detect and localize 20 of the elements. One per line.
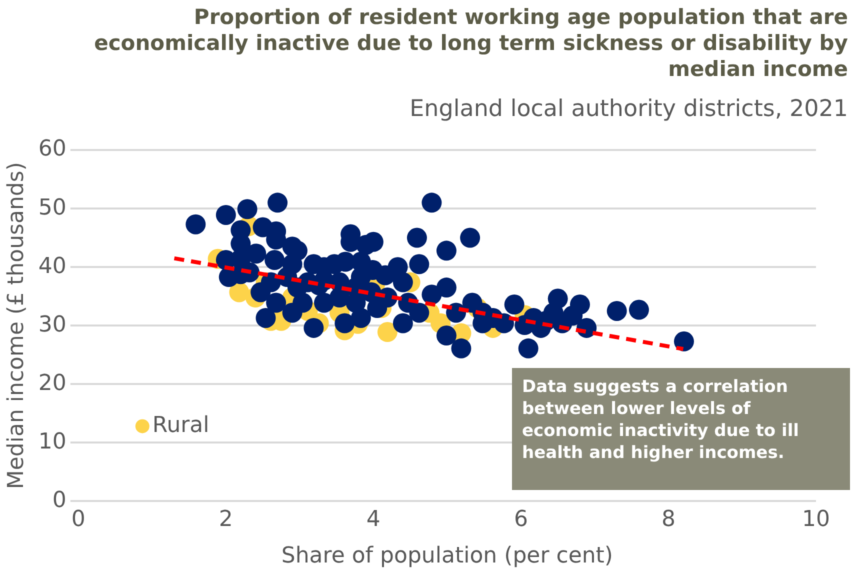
- x-tick-label: 10: [802, 507, 830, 532]
- y-tick-label: 0: [52, 488, 66, 513]
- x-axis-title: Share of population (per cent): [281, 544, 614, 569]
- note-box: Data suggests a correlation between lower levels of economic inactivity due to ill health and higher incomes.: [512, 368, 850, 490]
- x-tick-label: 6: [514, 507, 528, 532]
- y-tick-label: 40: [38, 254, 66, 279]
- y-tick-label: 50: [38, 195, 66, 220]
- y-tick-label: 60: [38, 136, 66, 162]
- legend-label: Rural: [152, 412, 210, 438]
- chart-subtitle: England local authority districts, 2021: [410, 96, 848, 122]
- x-tick-label: 8: [661, 507, 676, 532]
- point: [377, 322, 398, 342]
- y-tick-label: 20: [38, 370, 66, 396]
- chart-title: Proportion of resident working age population that are economically inactive due to long term sickness or disability by median income: [93, 4, 848, 82]
- x-tick-label: 4: [366, 507, 380, 532]
- x-tick-label: 0: [71, 507, 86, 532]
- y-axis-title: Median income (£ thousands): [4, 162, 29, 490]
- y-tick-label: 10: [38, 429, 66, 454]
- y-tick-label: 30: [38, 312, 66, 338]
- x-tick-label: 2: [218, 507, 233, 532]
